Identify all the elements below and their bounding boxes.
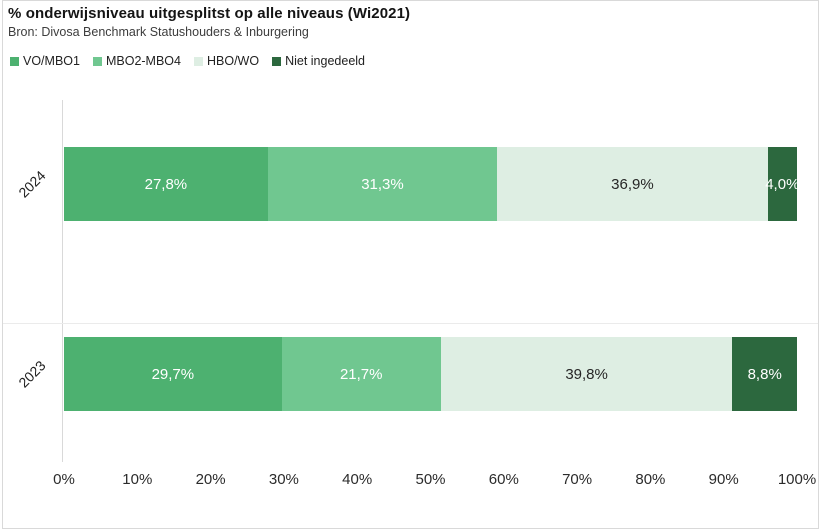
legend-item: MBO2-MBO4 — [92, 54, 181, 68]
bar-segment: 31,3% — [267, 147, 498, 221]
chart-subtitle: Bron: Divosa Benchmark Statushouders & I… — [8, 25, 309, 39]
bar-segment-label: 29,7% — [151, 365, 195, 383]
x-axis-tick-label: 80% — [635, 471, 666, 488]
x-axis-tick-label: 30% — [268, 471, 299, 488]
bar-segment-label: 21,7% — [339, 365, 383, 383]
legend-swatch — [92, 56, 102, 66]
bar-segment-label: 31,3% — [361, 175, 404, 193]
bar-segment: 27,8% — [64, 147, 268, 221]
legend-label: MBO2-MBO4 — [105, 54, 181, 68]
bar-segment-label: 27,8% — [144, 175, 188, 193]
x-axis-tick-label: 50% — [415, 471, 446, 488]
x-axis-tick-label: 0% — [53, 471, 75, 488]
y-axis-line — [62, 100, 63, 462]
bar-segment: 21,7% — [281, 337, 441, 411]
legend: VO/MBO1 MBO2-MBO4 HBO/WO Niet ingedeeld — [10, 54, 365, 68]
legend-swatch — [10, 56, 19, 66]
chart-title: % onderwijsniveau uitgesplitst op alle n… — [8, 5, 411, 22]
legend-swatch — [272, 56, 282, 66]
bar-segment: 36,9% — [497, 147, 768, 221]
bar-segment: 4,0% — [765, 147, 800, 221]
bar-segment-label: 8,8% — [747, 365, 782, 383]
x-axis-tick-label: 60% — [488, 471, 519, 488]
y-axis-label: 2023 — [15, 357, 49, 391]
legend-label: Niet ingedeeld — [285, 54, 365, 68]
bar-row: 27,8% 31,3% 36,9% 4,0% — [64, 147, 800, 221]
bar-segment-label: 4,0% — [765, 175, 800, 193]
bar-segment: 29,7% — [64, 337, 282, 411]
bar-segment-label: 39,8% — [565, 365, 608, 383]
bar-row: 29,7% 21,7% 39,8% 8,8% — [64, 337, 797, 411]
x-axis-tick-label: 70% — [562, 471, 593, 488]
bar-segment: 39,8% — [440, 337, 733, 411]
bar-segment: 8,8% — [732, 337, 797, 411]
legend-swatch — [193, 56, 203, 66]
bar-segment-label: 36,9% — [611, 175, 654, 193]
legend-item: HBO/WO — [193, 54, 260, 68]
legend-item: Niet ingedeeld — [272, 54, 365, 68]
y-axis-label: 2024 — [15, 167, 49, 201]
row-separator-gridline — [2, 323, 819, 324]
legend-label: VO/MBO1 — [23, 54, 80, 68]
x-axis-tick-label: 90% — [708, 471, 739, 488]
x-axis-tick-label: 40% — [342, 471, 373, 488]
x-axis-tick-label: 100% — [777, 471, 817, 488]
x-axis-tick-label: 20% — [195, 471, 226, 488]
legend-item: VO/MBO1 — [10, 54, 80, 68]
x-axis-tick-label: 10% — [122, 471, 153, 488]
x-axis: 0% 10% 20% 30% 40% 50% 60% 70% 80% 90% 100% — [0, 471, 825, 491]
legend-label: HBO/WO — [206, 54, 260, 68]
